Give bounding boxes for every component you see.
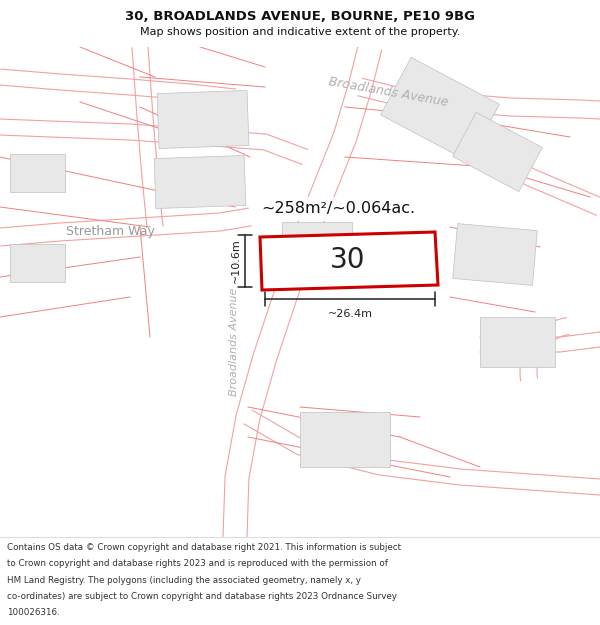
Polygon shape (300, 412, 390, 467)
Polygon shape (10, 244, 65, 282)
Text: Broadlands Avenue: Broadlands Avenue (327, 75, 449, 109)
Text: ~10.6m: ~10.6m (231, 239, 241, 283)
Text: HM Land Registry. The polygons (including the associated geometry, namely x, y: HM Land Registry. The polygons (includin… (7, 576, 361, 585)
Text: to Crown copyright and database rights 2023 and is reproduced with the permissio: to Crown copyright and database rights 2… (7, 559, 388, 569)
Text: Broadlands Avenue: Broadlands Avenue (229, 288, 239, 396)
Polygon shape (10, 154, 65, 192)
Polygon shape (480, 317, 555, 367)
Text: co-ordinates) are subject to Crown copyright and database rights 2023 Ordnance S: co-ordinates) are subject to Crown copyr… (7, 592, 397, 601)
Text: 30: 30 (330, 246, 366, 274)
Text: Map shows position and indicative extent of the property.: Map shows position and indicative extent… (140, 27, 460, 37)
Polygon shape (452, 112, 542, 192)
Text: 100026316.: 100026316. (7, 608, 60, 618)
Polygon shape (380, 58, 499, 162)
Text: Stretham Way: Stretham Way (65, 226, 154, 239)
Polygon shape (157, 91, 249, 149)
Polygon shape (154, 156, 246, 209)
Text: ~26.4m: ~26.4m (328, 309, 373, 319)
Polygon shape (260, 232, 438, 290)
Text: ~258m²/~0.064ac.: ~258m²/~0.064ac. (261, 201, 415, 216)
Polygon shape (453, 224, 537, 286)
Polygon shape (282, 222, 352, 267)
Text: Contains OS data © Crown copyright and database right 2021. This information is : Contains OS data © Crown copyright and d… (7, 543, 401, 552)
Text: 30, BROADLANDS AVENUE, BOURNE, PE10 9BG: 30, BROADLANDS AVENUE, BOURNE, PE10 9BG (125, 11, 475, 23)
